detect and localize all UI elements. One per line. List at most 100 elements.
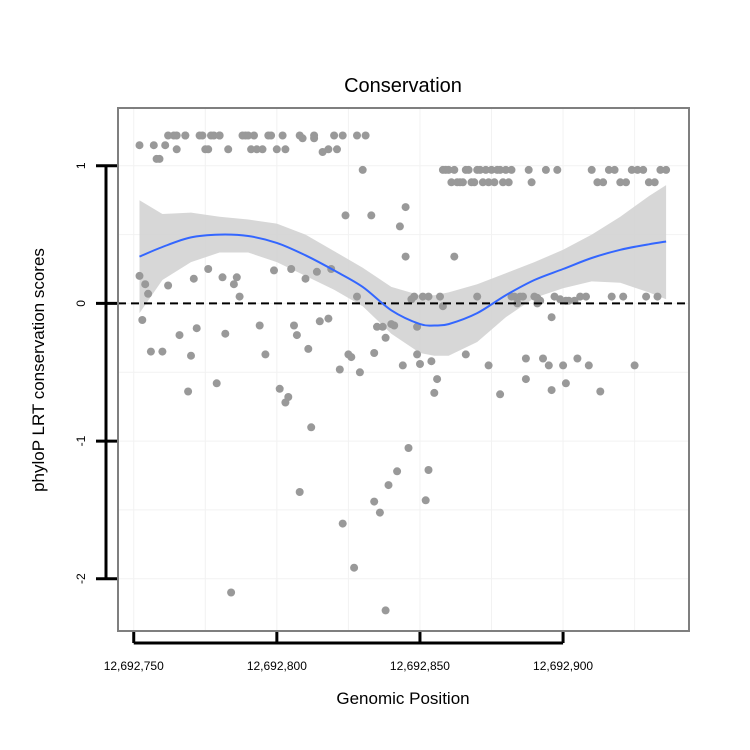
data-point (252, 145, 261, 154)
data-point (164, 131, 173, 140)
data-point (347, 353, 356, 362)
data-point (607, 292, 616, 301)
data-point (519, 292, 527, 301)
data-point (604, 165, 613, 174)
data-point (181, 131, 190, 140)
data-point (513, 299, 522, 308)
y-tick-label: 0 (74, 300, 88, 307)
data-point (164, 281, 173, 290)
data-point (541, 165, 550, 174)
data-point (187, 351, 195, 360)
data-point (424, 292, 433, 301)
data-point (261, 350, 270, 359)
data-point (295, 131, 304, 140)
x-tick-label: 12,692,800 (247, 659, 307, 673)
data-point (149, 141, 158, 150)
data-point (433, 375, 442, 384)
data-point (304, 344, 313, 353)
data-point (421, 496, 430, 505)
chart-title: Conservation (344, 75, 462, 97)
data-point (539, 354, 547, 363)
loess-fit-line (139, 233, 667, 327)
x-tick-label: 12,692,750 (104, 659, 164, 673)
data-point (278, 131, 287, 140)
data-point (501, 165, 510, 174)
data-point (619, 292, 628, 301)
data-point (378, 322, 387, 331)
data-point (653, 292, 662, 301)
data-point (496, 165, 505, 174)
data-point (627, 165, 636, 174)
data-point (424, 466, 433, 474)
data-point (267, 131, 276, 140)
data-point (496, 390, 505, 399)
data-point (484, 361, 493, 370)
data-point (353, 292, 361, 301)
panel-border (117, 107, 690, 632)
x-axis: 12,692,750 12,692,800 12,692,850 12,692,900 (104, 632, 593, 673)
data-point (290, 321, 298, 330)
data-point (361, 131, 370, 140)
x-tick-label: 12,692,900 (533, 659, 593, 673)
data-point (476, 165, 485, 174)
data-point (333, 145, 341, 154)
data-point (204, 145, 213, 154)
data-point (172, 131, 181, 140)
data-point (599, 178, 608, 187)
data-point (430, 388, 439, 397)
data-point (527, 178, 536, 187)
data-point (576, 292, 585, 301)
data-point (295, 488, 304, 496)
data-point (338, 131, 347, 140)
data-point (559, 361, 568, 370)
data-point (662, 165, 671, 174)
data-point (144, 289, 153, 298)
data-point (238, 131, 247, 140)
data-point (224, 145, 233, 154)
data-point (330, 131, 339, 140)
data-point (135, 141, 144, 150)
data-point (310, 131, 319, 140)
data-point (135, 271, 144, 280)
data-point (350, 563, 359, 572)
data-point (630, 361, 639, 370)
data-point (312, 267, 321, 276)
data-point (338, 519, 347, 528)
data-point (642, 292, 651, 301)
data-point (644, 178, 653, 187)
data-point (384, 481, 393, 490)
data-point (275, 384, 284, 393)
data-point (450, 252, 459, 261)
data-point (410, 292, 419, 301)
y-axis-title: phyloP LRT conservation scores (29, 248, 48, 492)
data-point (284, 393, 293, 401)
data-point (416, 360, 424, 368)
data-point (324, 314, 333, 323)
data-point (390, 321, 399, 330)
data-point (504, 178, 513, 187)
data-point (547, 313, 556, 322)
data-point (521, 375, 530, 384)
data-point (401, 252, 410, 261)
data-point (473, 292, 482, 301)
y-tick-label: -1 (74, 435, 88, 446)
data-point (301, 274, 310, 283)
data-point (232, 273, 241, 282)
data-point (487, 165, 496, 174)
data-point (444, 165, 453, 174)
data-point (307, 423, 316, 432)
data-point (553, 165, 562, 174)
data-point (218, 273, 227, 282)
data-point (335, 365, 344, 374)
data-point (507, 165, 516, 174)
data-point (292, 331, 301, 340)
data-point (192, 324, 201, 333)
data-point (596, 387, 605, 396)
data-point (229, 280, 238, 289)
data-point (221, 329, 230, 338)
data-point (353, 131, 361, 140)
data-point (418, 292, 427, 301)
data-point (184, 387, 193, 396)
data-point (367, 211, 376, 220)
